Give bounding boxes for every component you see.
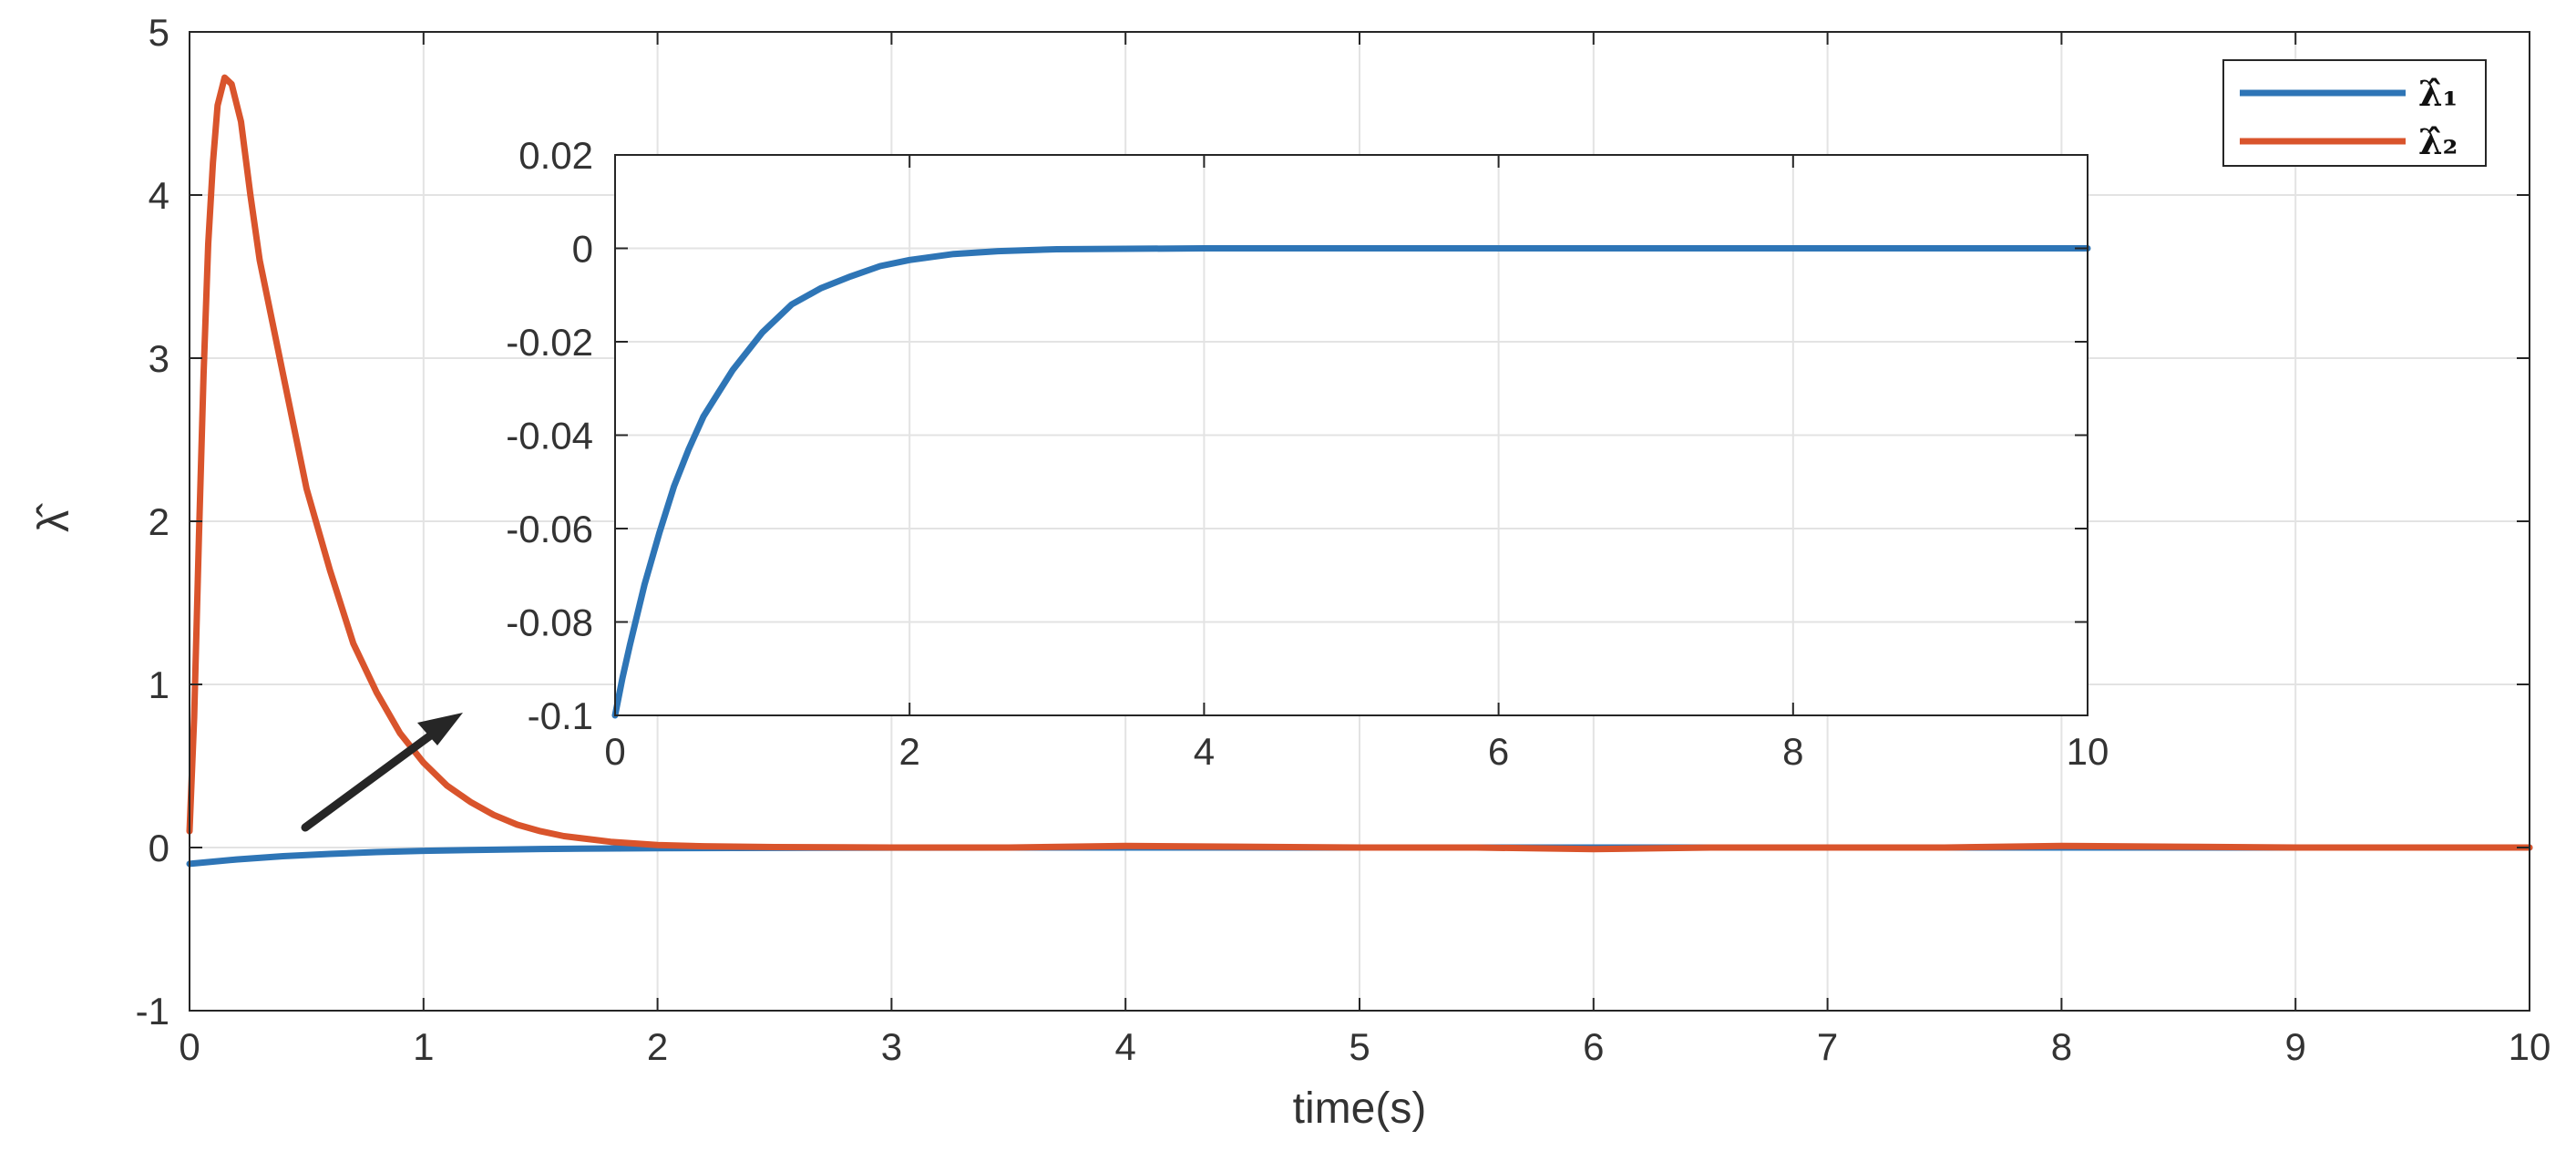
x-tick-label: 6 [1488,730,1509,773]
y-tick-label: -0.08 [506,601,593,644]
x-tick-label: 5 [1349,1025,1370,1068]
series-line-2 [186,74,2533,853]
y-tick-label: 3 [149,337,169,380]
legend-label-lambda-1: λ̂₁ [2418,73,2458,114]
y-tick-label: -0.1 [528,694,593,737]
x-tick-label: 4 [1115,1025,1136,1068]
legend: λ̂₁ λ̂₂ [2222,59,2487,167]
inset-ticks: 0 2 4 6 8 10 -0.1 -0.08 -0.06 -0.04 -0.02 0 0.02 [506,134,2109,773]
x-tick-label: 2 [899,730,920,773]
y-tick-label: -0.06 [506,508,593,550]
x-tick-label: 3 [881,1025,902,1068]
legend-box [2222,59,2487,167]
y-tick-label: -1 [136,990,169,1033]
y-tick-label: 0 [572,228,593,271]
inset-chart: 0 2 4 6 8 10 -0.1 -0.08 -0.06 -0.04 -0.02 0 0.02 [506,134,2109,773]
y-tick-label: 4 [149,174,169,217]
x-tick-label: 2 [647,1025,668,1068]
y-tick-label: 2 [149,500,169,543]
y-tick-label: -0.02 [506,321,593,364]
y-tick-label: 0 [149,827,169,869]
y-tick-label: 0.02 [518,134,593,177]
y-tick-label: 5 [149,11,169,54]
x-tick-label: 9 [2285,1025,2306,1068]
y-tick-label: 1 [149,663,169,706]
legend-label-lambda-2: λ̂₂ [2418,121,2458,162]
zoom-arrow [301,713,463,832]
x-tick-label: 1 [413,1025,434,1068]
series-line-1 [611,245,2091,719]
x-tick-label: 7 [1817,1025,1838,1068]
inset-series-lines [611,245,2091,719]
y-tick-label: -0.04 [506,415,593,457]
x-tick-label: 10 [2509,1025,2551,1068]
main-x-axis-label: time(s) [1293,1084,1427,1133]
x-tick-label: 6 [1583,1025,1604,1068]
arrow-head [417,713,463,745]
x-tick-label: 4 [1194,730,1215,773]
arrow-shaft [301,725,444,832]
x-tick-label: 0 [604,730,625,773]
x-tick-label: 8 [1782,730,1803,773]
x-tick-label: 0 [179,1025,200,1068]
x-tick-label: 10 [2067,730,2109,773]
x-tick-label: 8 [2051,1025,2072,1068]
main-series-lines [186,74,2533,868]
